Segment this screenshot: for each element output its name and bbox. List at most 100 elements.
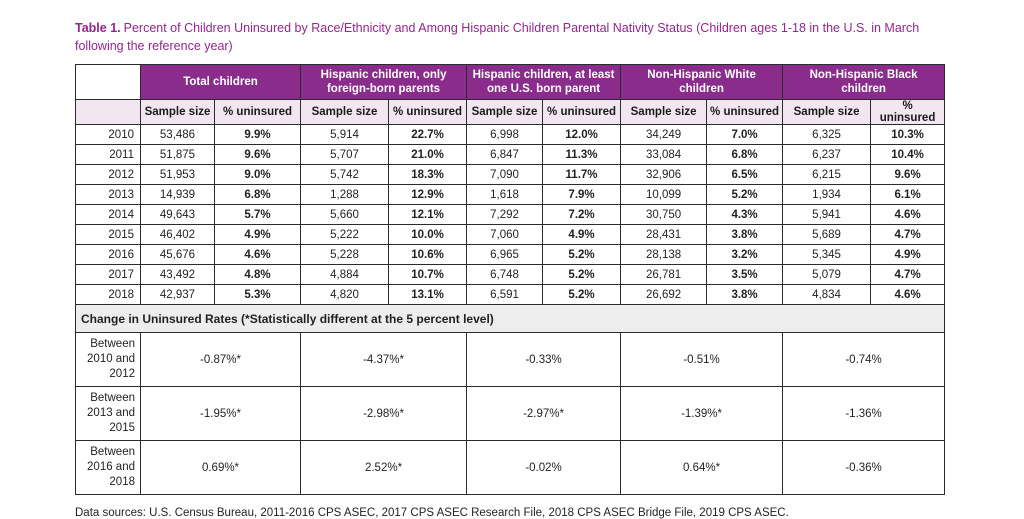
pct-uninsured-cell: 11.7%	[542, 164, 622, 185]
pct-uninsured-cell: 9.6%	[870, 164, 946, 185]
change-row: Between 2013 and 2015 -1.95%* -2.98%* -2.97…	[75, 386, 946, 441]
sample-size-cell: 45,676	[140, 244, 215, 265]
table-title: Table 1. Percent of Children Uninsured by…	[75, 20, 941, 55]
sample-size-cell: 5,941	[782, 204, 872, 225]
subheader-corner-cell	[75, 99, 141, 125]
year-cell: 2015	[75, 224, 141, 245]
sample-size-cell: 51,875	[140, 144, 215, 165]
year-cell: 2012	[75, 164, 141, 185]
uninsured-table: Total children Hispanic children, only f…	[74, 64, 946, 495]
pct-uninsured-cell: 7.2%	[542, 204, 622, 225]
group-header-nonhispanic-black: Non-Hispanic Black children	[782, 64, 946, 100]
change-row: Between 2016 and 2018 0.69%* 2.52%* -0.02% 0…	[75, 440, 946, 495]
pct-uninsured-cell: 4.9%	[870, 244, 946, 265]
year-cell: 2017	[75, 264, 141, 285]
change-value-cell: -2.98%*	[300, 386, 468, 441]
year-cell: 2014	[75, 204, 141, 225]
pct-uninsured-cell: 21.0%	[388, 144, 468, 165]
year-cell: 2018	[75, 284, 141, 305]
sample-size-cell: 6,215	[782, 164, 872, 185]
pct-uninsured-cell: 5.2%	[706, 184, 784, 205]
change-value-cell: -1.36%	[782, 386, 946, 441]
pct-uninsured-cell: 12.0%	[542, 124, 622, 145]
sample-size-cell: 30,750	[620, 204, 708, 225]
pct-uninsured-cell: 4.6%	[870, 204, 946, 225]
sample-size-cell: 1,934	[782, 184, 872, 205]
sample-size-cell: 26,692	[620, 284, 708, 305]
sample-size-cell: 1,618	[466, 184, 544, 205]
corner-cell	[75, 64, 141, 100]
pct-uninsured-cell: 5.2%	[542, 244, 622, 265]
year-cell: 2011	[75, 144, 141, 165]
table-row: 2017 43,492 4.8% 4,884 10.7% 6,748 5.2% 26,781 3…	[75, 264, 946, 285]
sample-size-cell: 7,292	[466, 204, 544, 225]
change-value-cell: -2.97%*	[466, 386, 622, 441]
group-header-row: Total children Hispanic children, only f…	[75, 64, 946, 100]
pct-uninsured-cell: 13.1%	[388, 284, 468, 305]
change-value-cell: 0.69%*	[139, 440, 302, 495]
sample-size-cell: 51,953	[140, 164, 215, 185]
year-cell: 2016	[75, 244, 141, 265]
sample-size-cell: 5,707	[300, 144, 390, 165]
pct-uninsured-cell: 5.7%	[213, 204, 302, 225]
pct-uninsured-cell: 4.8%	[213, 264, 302, 285]
pct-uninsured-cell: 3.8%	[706, 284, 784, 305]
pct-uninsured-cell: 9.6%	[213, 144, 302, 165]
pct-uninsured-cell: 5.2%	[542, 284, 622, 305]
pct-uninsured-cell: 5.2%	[542, 264, 622, 285]
change-period-label: Between 2016 and 2018	[75, 440, 141, 495]
sample-size-cell: 4,820	[300, 284, 390, 305]
pct-uninsured-cell: 6.5%	[706, 164, 784, 185]
sample-size-cell: 6,847	[466, 144, 544, 165]
change-period-label: Between 2013 and 2015	[75, 386, 141, 441]
data-sources-note: Data sources: U.S. Census Bureau, 2011-2…	[75, 507, 789, 519]
change-value-cell: -1.39%*	[620, 386, 784, 441]
pct-uninsured-cell: 4.3%	[706, 204, 784, 225]
sample-size-cell: 26,781	[620, 264, 708, 285]
pct-uninsured-cell: 6.8%	[213, 184, 302, 205]
sample-size-cell: 5,914	[300, 124, 390, 145]
sample-size-cell: 5,079	[782, 264, 872, 285]
subheader-pct-uninsured: % uninsured	[542, 99, 622, 125]
table-row: 2016 45,676 4.6% 5,228 10.6% 6,965 5.2% 28,138 3…	[75, 244, 946, 265]
sample-size-cell: 42,937	[140, 284, 215, 305]
section-header-row: Change in Uninsured Rates (*Statisticall…	[74, 304, 946, 333]
subheader-pct-uninsured: % uninsured	[870, 99, 946, 125]
pct-uninsured-cell: 4.6%	[870, 284, 946, 305]
pct-uninsured-cell: 6.1%	[870, 184, 946, 205]
sample-size-cell: 5,689	[782, 224, 872, 245]
sample-size-cell: 5,345	[782, 244, 872, 265]
change-rows: Between 2010 and 2012 -0.87%* -4.37%* -0.33…	[75, 332, 946, 495]
subheader-sample-size: Sample size	[620, 99, 708, 125]
table-row: 2018 42,937 5.3% 4,820 13.1% 6,591 5.2% 26,692 3…	[75, 284, 946, 305]
subheader-pct-uninsured: % uninsured	[706, 99, 784, 125]
sample-size-cell: 6,748	[466, 264, 544, 285]
pct-uninsured-cell: 3.8%	[706, 224, 784, 245]
pct-uninsured-cell: 22.7%	[388, 124, 468, 145]
sample-size-cell: 6,591	[466, 284, 544, 305]
pct-uninsured-cell: 5.3%	[213, 284, 302, 305]
sample-size-cell: 28,431	[620, 224, 708, 245]
sample-size-cell: 4,884	[300, 264, 390, 285]
sample-size-cell: 5,222	[300, 224, 390, 245]
sample-size-cell: 53,486	[140, 124, 215, 145]
pct-uninsured-cell: 9.9%	[213, 124, 302, 145]
sample-size-cell: 49,643	[140, 204, 215, 225]
table-row: 2014 49,643 5.7% 5,660 12.1% 7,292 7.2% 30,750 4…	[75, 204, 946, 225]
change-value-cell: -1.95%*	[139, 386, 302, 441]
pct-uninsured-cell: 11.3%	[542, 144, 622, 165]
sample-size-cell: 5,228	[300, 244, 390, 265]
sample-size-cell: 33,084	[620, 144, 708, 165]
change-period-label: Between 2010 and 2012	[75, 332, 141, 387]
change-value-cell: -0.02%	[466, 440, 622, 495]
sample-size-cell: 4,834	[782, 284, 872, 305]
change-value-cell: -0.33%	[466, 332, 622, 387]
section-header-label: Change in Uninsured Rates (*Statisticall…	[74, 304, 946, 333]
table-row: 2015 46,402 4.9% 5,222 10.0% 7,060 4.9% 28,431 3…	[75, 224, 946, 245]
pct-uninsured-cell: 12.9%	[388, 184, 468, 205]
change-value-cell: 2.52%*	[300, 440, 468, 495]
change-value-cell: -0.87%*	[139, 332, 302, 387]
table-row: 2011 51,875 9.6% 5,707 21.0% 6,847 11.3% 33,084…	[75, 144, 946, 165]
pct-uninsured-cell: 10.7%	[388, 264, 468, 285]
pct-uninsured-cell: 3.2%	[706, 244, 784, 265]
